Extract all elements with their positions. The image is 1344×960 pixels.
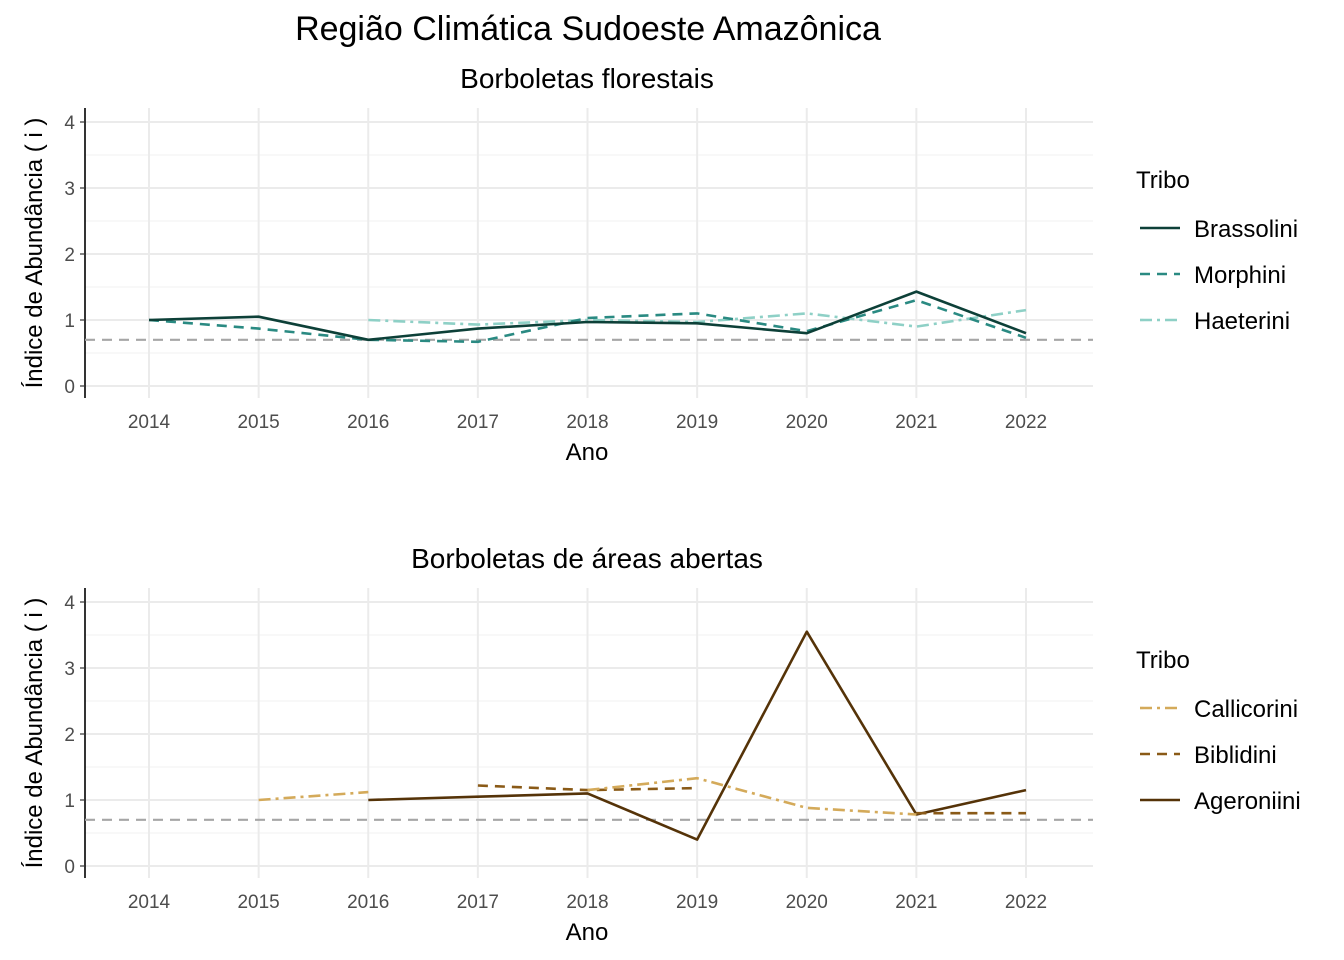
- x-tick-label: 2021: [895, 412, 937, 433]
- y-tick-label: 1: [64, 311, 75, 332]
- y-tick-label: 4: [64, 593, 75, 614]
- x-tick-label: 2021: [895, 892, 937, 913]
- main-title: Região Climática Sudoeste Amazônica: [295, 10, 881, 48]
- y-tick-label: 4: [64, 113, 75, 134]
- x-axis-label: Ano: [566, 919, 609, 946]
- x-tick-label: 2018: [566, 892, 608, 913]
- y-tick-label: 2: [64, 725, 75, 746]
- y-tick-label: 3: [64, 659, 75, 680]
- y-axis-label: Índice de Abundância ( i ): [21, 598, 48, 869]
- y-tick-label: 1: [64, 791, 75, 812]
- legend-label-biblidini: Biblidini: [1194, 742, 1277, 769]
- panel-subtitle: Borboletas florestais: [460, 63, 714, 94]
- x-tick-label: 2016: [347, 892, 389, 913]
- x-tick-label: 2017: [457, 892, 499, 913]
- x-tick-label: 2014: [128, 412, 171, 433]
- legend-label-brassolini: Brassolini: [1194, 216, 1298, 243]
- x-tick-label: 2015: [237, 892, 279, 913]
- y-tick-label: 0: [64, 377, 75, 398]
- x-tick-label: 2022: [1005, 892, 1047, 913]
- chart-panel-1: Borboletas florestais 0 1 2 3 4 2014 2015 2016 20…: [21, 63, 1298, 466]
- x-tick-label: 2019: [676, 412, 718, 433]
- legend-label-ageroniini: Ageroniini: [1194, 788, 1301, 815]
- x-tick-label: 2017: [457, 412, 499, 433]
- x-tick-label: 2014: [128, 892, 171, 913]
- series-line-brassolini: [148, 290, 1027, 342]
- y-tick-label: 0: [64, 857, 75, 878]
- y-tick-label: 2: [64, 245, 75, 266]
- y-axis-label: Índice de Abundância ( i ): [21, 118, 48, 389]
- x-axis-label: Ano: [566, 439, 609, 466]
- legend-label-callicorini: Callicorini: [1194, 696, 1298, 723]
- series-line-morphini: [148, 298, 1027, 344]
- legend-label-haeterini: Haeterini: [1194, 308, 1290, 335]
- x-tick-label: 2019: [676, 892, 718, 913]
- legend-label-morphini: Morphini: [1194, 262, 1286, 289]
- x-tick-label: 2016: [347, 412, 389, 433]
- series-line-callicorini: [258, 790, 369, 802]
- y-tick-label: 3: [64, 179, 75, 200]
- legend-title: Tribo: [1136, 647, 1190, 674]
- x-tick-label: 2015: [237, 412, 279, 433]
- panel-subtitle: Borboletas de áreas abertas: [411, 543, 763, 574]
- series-line-callicorini: [587, 776, 917, 816]
- chart-panel-2: Borboletas de áreas abertas 0 1 2 3 4 2014 2015…: [21, 543, 1301, 946]
- x-tick-label: 2018: [566, 412, 608, 433]
- x-tick-label: 2020: [786, 892, 828, 913]
- legend-title: Tribo: [1136, 167, 1190, 194]
- x-tick-label: 2020: [786, 412, 828, 433]
- x-tick-label: 2022: [1005, 412, 1047, 433]
